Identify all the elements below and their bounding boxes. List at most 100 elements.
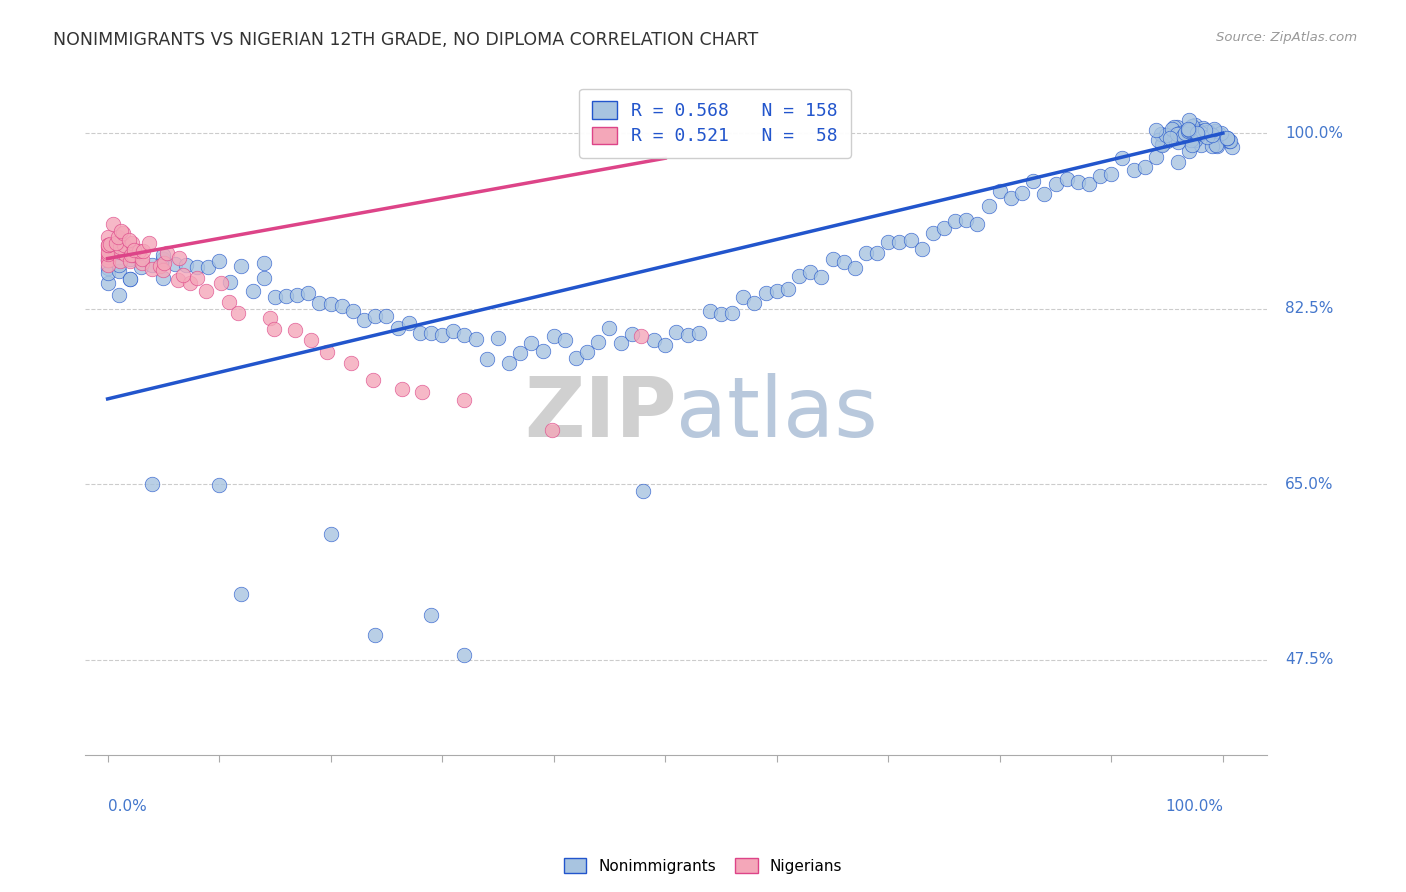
Point <box>630 329 652 343</box>
Point <box>543 329 565 343</box>
Point <box>364 627 387 641</box>
Point <box>195 285 218 299</box>
Point <box>1187 128 1209 143</box>
Point <box>1204 124 1226 138</box>
Point <box>120 247 142 261</box>
Point <box>315 344 337 359</box>
Point <box>453 392 475 407</box>
Point <box>297 286 319 301</box>
Point <box>1161 121 1184 136</box>
Point <box>1174 123 1197 137</box>
Point <box>654 338 676 352</box>
Point <box>509 345 531 359</box>
Point <box>228 306 250 320</box>
Point <box>132 244 155 259</box>
Point <box>152 252 174 267</box>
Point <box>1150 137 1173 152</box>
Point <box>97 253 120 268</box>
Point <box>1180 128 1202 142</box>
Point <box>1033 187 1056 202</box>
Point <box>453 328 475 343</box>
Point <box>832 254 855 268</box>
Point <box>153 256 176 270</box>
Point <box>1167 135 1189 149</box>
Point <box>138 236 160 251</box>
Point <box>1163 120 1185 135</box>
Point <box>98 237 121 252</box>
Point <box>299 333 322 347</box>
Point <box>1144 149 1167 163</box>
Point <box>122 243 145 257</box>
Point <box>1167 155 1189 169</box>
Point <box>308 295 330 310</box>
Point <box>1211 126 1233 140</box>
Point <box>112 227 135 241</box>
Point <box>855 245 877 260</box>
Point <box>1133 160 1156 174</box>
Point <box>122 248 145 262</box>
Point <box>141 262 163 277</box>
Point <box>1182 130 1205 145</box>
Point <box>1218 134 1240 148</box>
Point <box>1159 131 1181 145</box>
Point <box>453 648 475 662</box>
Point <box>787 268 810 283</box>
Point <box>810 269 832 284</box>
Point <box>988 184 1011 198</box>
Point <box>340 355 363 369</box>
Point <box>966 218 988 232</box>
Point <box>1177 124 1199 138</box>
Point <box>97 229 120 244</box>
Point <box>721 306 744 320</box>
Point <box>128 244 150 259</box>
Point <box>231 587 253 601</box>
Point <box>107 245 129 260</box>
Point <box>97 238 120 252</box>
Point <box>97 258 120 272</box>
Point <box>112 238 135 252</box>
Point <box>167 251 190 265</box>
Point <box>342 304 364 318</box>
Point <box>710 307 733 321</box>
Point <box>263 322 285 336</box>
Point <box>259 310 281 325</box>
Point <box>1216 131 1239 145</box>
Point <box>186 260 208 274</box>
Point <box>1197 130 1219 145</box>
Point <box>866 246 889 260</box>
Point <box>1178 130 1201 145</box>
Point <box>1197 125 1219 139</box>
Point <box>107 288 129 302</box>
Point <box>1178 144 1201 158</box>
Point <box>274 289 297 303</box>
Point <box>141 477 163 491</box>
Point <box>733 290 755 304</box>
Point <box>430 327 453 342</box>
Point <box>110 245 132 260</box>
Point <box>361 373 384 387</box>
Point <box>1215 130 1237 145</box>
Point <box>1177 122 1199 136</box>
Point <box>398 316 420 330</box>
Point <box>118 253 141 268</box>
Point <box>118 272 141 286</box>
Point <box>1144 123 1167 137</box>
Point <box>932 221 955 235</box>
Point <box>208 254 231 268</box>
Point <box>911 243 934 257</box>
Point <box>1182 128 1205 143</box>
Point <box>1011 186 1033 200</box>
Point <box>1111 151 1133 165</box>
Point <box>141 259 163 273</box>
Point <box>1191 121 1213 136</box>
Point <box>1198 125 1220 139</box>
Text: 100.0%: 100.0% <box>1285 126 1343 141</box>
Point <box>821 252 844 266</box>
Point <box>209 276 232 290</box>
Point <box>1184 118 1206 132</box>
Point <box>1166 120 1188 135</box>
Point <box>1189 127 1212 141</box>
Point <box>1219 134 1241 148</box>
Point <box>498 356 520 370</box>
Point <box>131 256 153 270</box>
